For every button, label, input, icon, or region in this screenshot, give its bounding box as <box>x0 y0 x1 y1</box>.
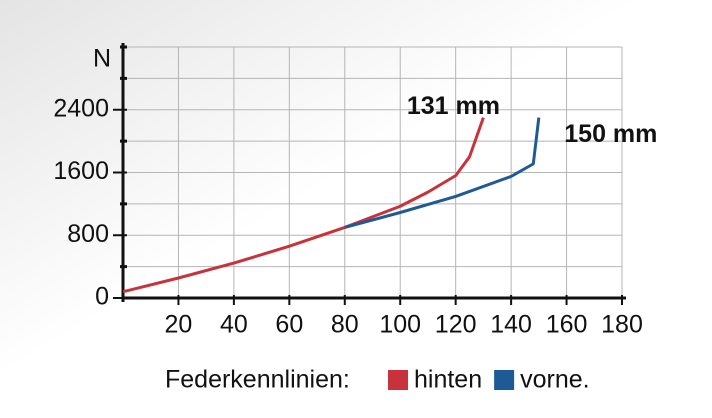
legend-swatch <box>388 370 408 390</box>
x-tick-label: 120 <box>435 311 477 339</box>
legend-label: hinten <box>414 366 482 394</box>
y-tick-label: 2400 <box>53 94 109 122</box>
y-tick-label: 1600 <box>53 157 109 185</box>
legend-label: vorne. <box>520 366 589 394</box>
x-tick-label: 60 <box>275 311 303 339</box>
x-tick-label: 160 <box>546 311 588 339</box>
line-series <box>122 117 485 294</box>
x-tick-label: 20 <box>165 311 193 339</box>
line-series <box>344 117 541 229</box>
series-annotation: 131 mm <box>407 92 500 120</box>
series-annotation: 150 mm <box>564 120 657 148</box>
legend-swatch <box>494 370 515 390</box>
x-tick-label: 140 <box>490 311 532 339</box>
x-tick-label: 180 <box>601 311 643 339</box>
y-tick-label: 0 <box>95 283 109 311</box>
y-tick-label: 800 <box>67 220 109 248</box>
legend-title: Federkennlinien: <box>165 366 350 394</box>
x-tick-label: 80 <box>331 311 359 339</box>
x-tick-label: 40 <box>220 311 248 339</box>
y-axis-label: N <box>93 45 111 73</box>
x-tick-label: 100 <box>379 311 421 339</box>
